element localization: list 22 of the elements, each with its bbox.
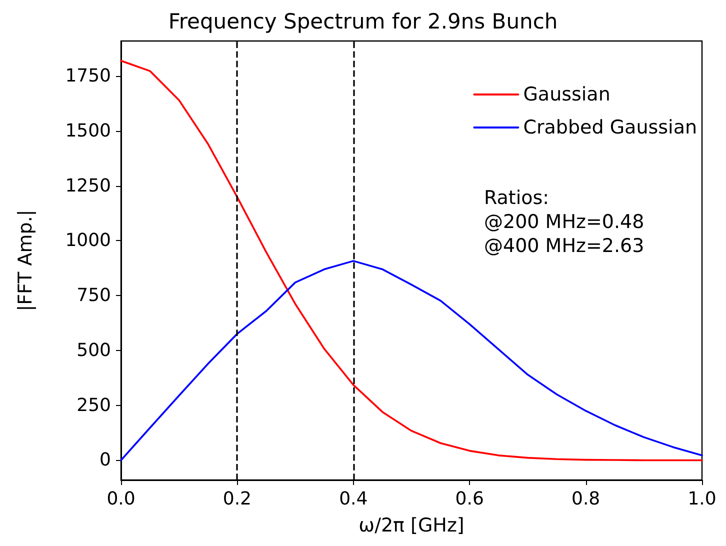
legend-label: Crabbed Gaussian bbox=[523, 116, 698, 138]
y-tick-label: 0 bbox=[100, 450, 111, 471]
x-tick-label: 0.2 bbox=[222, 488, 252, 510]
annotation: Ratios: @200 MHz=0.48 @400 MHz=2.63 bbox=[484, 187, 644, 257]
y-tick-label: 1000 bbox=[65, 230, 111, 252]
x-tick-label: 1.0 bbox=[688, 488, 716, 510]
y-axis-title: |FFT Amp.| bbox=[14, 210, 36, 312]
x-tick-label: 0.6 bbox=[455, 488, 484, 510]
y-tick-label: 250 bbox=[76, 394, 111, 416]
x-tick-label: 0.4 bbox=[339, 488, 368, 510]
y-tick-label: 750 bbox=[76, 285, 111, 306]
y-tick-label: 1250 bbox=[65, 175, 111, 196]
chart-title: Frequency Spectrum for 2.9ns Bunch bbox=[168, 10, 558, 34]
x-tick-label: 0.0 bbox=[106, 488, 136, 510]
line-series bbox=[120, 60, 703, 462]
x-axis-title: ω/2π [GHz] bbox=[358, 514, 464, 536]
y-tick-label: 1500 bbox=[65, 120, 111, 142]
y-tick-label: 500 bbox=[76, 340, 111, 361]
legend-label: Gaussian bbox=[523, 84, 610, 106]
y-tick-label: 1750 bbox=[65, 66, 111, 87]
x-tick-label: 0.8 bbox=[571, 488, 600, 510]
line-series bbox=[120, 260, 703, 462]
